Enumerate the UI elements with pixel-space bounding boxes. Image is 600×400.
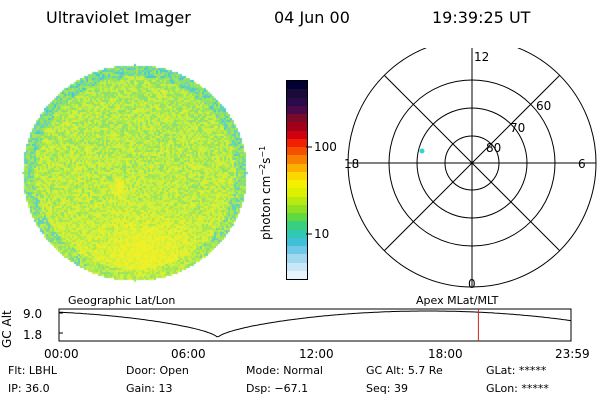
mlt-label-6: 6 <box>578 157 586 171</box>
lat-label-60: 60 <box>536 99 551 113</box>
track-y-low: 1.8 <box>23 328 43 342</box>
lat-label-70: 70 <box>510 121 525 135</box>
spacecraft-footprint <box>419 148 425 154</box>
colorbar-ticks <box>306 146 312 235</box>
colorbar-tick-10: 10 <box>314 227 330 241</box>
x-tick-2: 12:00 <box>299 347 334 361</box>
x-tick-4: 23:59 <box>555 347 590 361</box>
track-y-high: 9.0 <box>23 307 43 321</box>
x-tick-3: 18:00 <box>428 347 463 361</box>
glat-status: GLat: ***** <box>486 364 547 377</box>
seq-status: Seq: 39 <box>366 382 408 395</box>
mode-status: Mode: Normal <box>246 364 323 377</box>
x-tick-1: 06:00 <box>171 347 206 361</box>
colorbar-tick-100: 100 <box>314 140 337 154</box>
x-tick-0: 00:00 <box>44 347 79 361</box>
polar-plot: 12 0 18 6 60 70 80 <box>344 48 597 290</box>
ip-status: IP: 36.0 <box>8 382 50 395</box>
mlt-label-0: 0 <box>468 277 476 290</box>
orbit-track <box>58 308 572 342</box>
track-ylabel: GC Alt <box>0 310 14 348</box>
uv-image-disk <box>20 62 252 284</box>
dsp-status: Dsp: −67.1 <box>246 382 309 395</box>
colorbar-unit-label: photon cm−2s−1 <box>258 145 273 240</box>
filter-status: Flt: LBHL <box>8 364 57 377</box>
date-label: 04 Jun 00 <box>274 8 350 27</box>
glon-status: GLon: ***** <box>486 382 549 395</box>
track-left-title: Geographic Lat/Lon <box>68 294 176 307</box>
gcalt-status: GC Alt: 5.7 Re <box>366 364 443 377</box>
gain-status: Gain: 13 <box>126 382 173 395</box>
time-label: 19:39:25 UT <box>432 8 531 27</box>
colorbar <box>286 80 308 280</box>
track-right-title: Apex MLat/MLT <box>416 294 499 307</box>
lat-label-80: 80 <box>486 141 501 155</box>
mlt-label-18: 18 <box>344 157 359 171</box>
mlt-label-12: 12 <box>474 50 489 64</box>
door-status: Door: Open <box>126 364 189 377</box>
instrument-title: Ultraviolet Imager <box>46 8 191 27</box>
